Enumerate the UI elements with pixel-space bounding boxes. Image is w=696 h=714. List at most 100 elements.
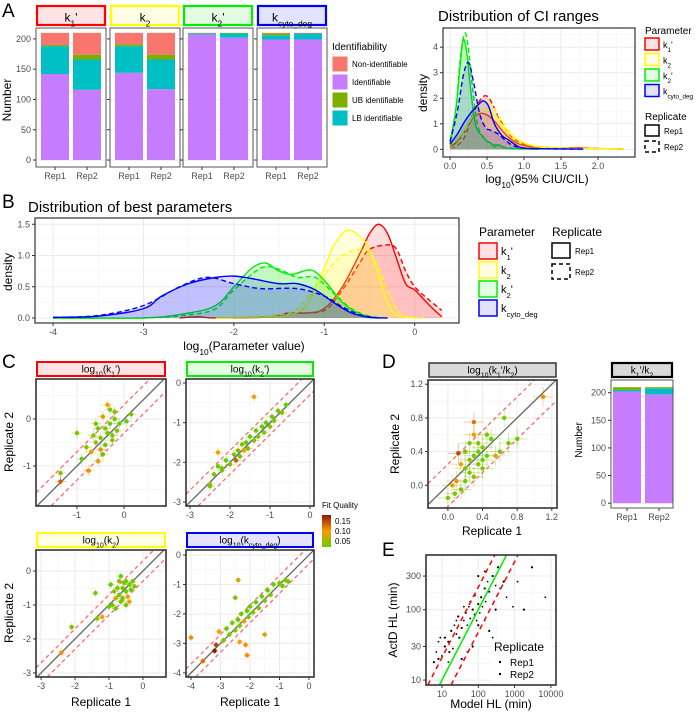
best-params-density-fill — [215, 230, 415, 318]
c-panel-0-point — [107, 407, 113, 412]
e-y-axis-title: ActD HL (min) — [386, 583, 400, 658]
c-panel-1-point — [263, 420, 269, 425]
c-strip-2-label: log10(k2) — [83, 536, 120, 550]
c-panel-1-point — [251, 438, 257, 443]
c-panel-1-point — [245, 446, 251, 451]
a-facet-0-bar-segment — [73, 59, 101, 90]
c-panel-0-point — [86, 468, 91, 473]
e-reference-line — [450, 555, 519, 685]
ci-density-fill — [450, 100, 624, 150]
d-scatter-strip-label-part: (k — [488, 366, 497, 377]
c-panel-3-point — [238, 611, 244, 617]
ci-x-tick-label: 2.0 — [592, 161, 605, 171]
e-point-rep2 — [486, 580, 489, 583]
c-strip-2-label-part: ) — [116, 536, 119, 547]
d-bars-bar-segment — [645, 394, 673, 504]
e-point-rep2 — [481, 605, 484, 608]
ci-parameter-legend-label-part: 1 — [668, 47, 672, 54]
a-facet-strip-2 — [182, 4, 254, 27]
c-panel-0-point — [117, 421, 122, 426]
e-scatter-x-tick-label: 100 — [471, 689, 486, 699]
d-scatter-point — [506, 440, 511, 446]
e-point-rep1 — [443, 636, 446, 639]
d-scatter-y-tick-label: 0.8 — [410, 413, 423, 423]
e-point-rep1 — [447, 640, 450, 643]
best-params-density-line-rep2 — [215, 248, 424, 319]
e-replicate-legend-label: Rep1 — [510, 658, 534, 669]
ci-replicate-legend-label: Rep1 — [664, 127, 684, 136]
c-panel-3-point — [230, 620, 235, 625]
c-panel-1-point — [233, 458, 239, 463]
a-facet-0-bar-segment — [41, 46, 69, 75]
best-params-replicate-legend-label: Rep1 — [575, 247, 595, 256]
c-panel-0-y-tick-label: -1 — [23, 461, 31, 471]
c-strip-2-label-part: 10 — [96, 542, 104, 549]
e-point-rep1 — [480, 596, 483, 599]
c-strip-3-label: log10(kcyto_deg) — [219, 536, 280, 550]
d-scatter-point — [450, 483, 455, 488]
fit-quality-tick-label: 0.15 — [335, 517, 351, 526]
c-panel-0-point — [88, 449, 94, 455]
c-panel-1-point — [237, 454, 243, 459]
e-scatter-plot-area — [427, 555, 547, 685]
d-scatter-plot-area — [428, 380, 557, 508]
c-panel-1-point — [241, 448, 247, 453]
ci-density-fill — [450, 62, 584, 150]
e-scatter-x-tick-label: 1000 — [505, 689, 525, 699]
a-facet-strip-2-label-part: ' — [222, 11, 224, 25]
a-facet-strip-3-label: kcyto_deg — [272, 11, 312, 29]
identifiability-legend-label: Non-identifiable — [352, 60, 408, 69]
c-strip-3-label-part: (k — [241, 536, 250, 547]
best-params-parameter-legend-label-part: ' — [511, 246, 513, 258]
c-panel-0-point — [100, 414, 106, 419]
d-scatter-x-tick-label: 0.4 — [476, 512, 489, 522]
a-facet-1-bar-segment — [147, 54, 175, 60]
c-panel-1-point — [271, 418, 277, 423]
d-scatter-strip-label-part: 10 — [481, 372, 489, 379]
d-scatter-point — [463, 449, 468, 454]
c-panel-3-border — [185, 549, 315, 678]
d-scatter-strip-label-part: 2 — [510, 372, 514, 379]
best-params-density-fill — [53, 262, 379, 319]
d-bars-y-tick-label: 0 — [601, 498, 606, 508]
a-facet-strip-0 — [35, 4, 107, 27]
best-params-replicate-legend-label: Rep2 — [575, 268, 595, 277]
a-facet-strip-0-label-part: 1 — [71, 19, 76, 29]
a-x-tick-label: Rep2 — [150, 171, 172, 181]
d-scatter-point — [467, 440, 472, 446]
c-panel-0-point — [98, 435, 103, 440]
best-params-density-line-rep1 — [53, 275, 388, 319]
c-panel-1-point — [255, 434, 261, 439]
c-panel-3-y-tick-label: -2 — [173, 609, 181, 619]
ci-parameter-legend-label-part: k — [663, 40, 668, 50]
c-panel-1-point — [243, 440, 249, 445]
c-panel-1-point — [219, 466, 225, 471]
c-panel-1-x-tick-label: -1 — [266, 510, 274, 520]
identifiability-legend-key — [331, 73, 349, 91]
d-bars-bar-segment — [613, 387, 641, 390]
ci-density-line-rep2 — [449, 61, 584, 150]
d-scatter-point — [476, 449, 481, 454]
e-point-rep1 — [496, 566, 500, 569]
c-strip-2-label-part: (k — [104, 536, 113, 547]
c-panel-0-point — [110, 433, 115, 438]
c-panel-3-point — [216, 629, 222, 634]
a-facet-0-y-tick-label: 200 — [16, 34, 31, 44]
best-params-density-line-rep1 — [215, 229, 415, 319]
c-panel-2-point — [93, 590, 98, 596]
c-panel-3-point — [265, 588, 270, 593]
a-facet-2-bar-segment — [188, 34, 216, 161]
e-point-rep2 — [512, 605, 514, 608]
c-panel-0-point — [93, 421, 99, 426]
best-params-chart-title: Distribution of best parameters — [28, 199, 232, 216]
e-point-rep1 — [483, 587, 486, 590]
c-panel-0-point — [58, 470, 63, 476]
identifiability-legend-key — [331, 55, 349, 73]
d-scatter-point — [514, 436, 520, 442]
c-strip-0-label-part: log — [82, 365, 95, 376]
c-panel-0-border — [35, 378, 167, 507]
a-facet-strip-3 — [256, 4, 328, 27]
c-panel-2-x-tick-label: -3 — [37, 681, 45, 691]
best-params-density-fill — [53, 266, 388, 319]
